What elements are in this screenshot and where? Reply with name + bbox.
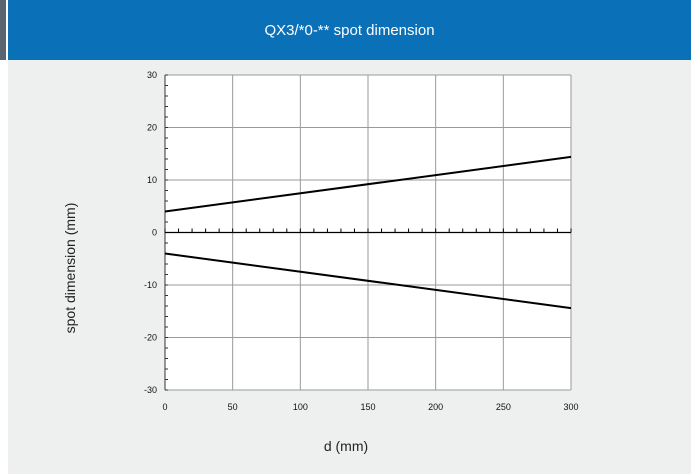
series-line-2 — [164, 252, 572, 310]
y-tick-label: -30 — [144, 385, 157, 395]
series-line-1 — [164, 155, 572, 213]
x-tick-label: 200 — [428, 402, 443, 412]
x-axis-label: d (mm) — [323, 438, 369, 454]
left-accent-bar — [0, 0, 6, 60]
y-tick-label: 20 — [147, 123, 157, 133]
x-tick-label: 250 — [496, 402, 511, 412]
y-axis-label: spot dimension (mm) — [62, 202, 78, 334]
chart-title: QX3/*0-** spot dimension — [264, 21, 435, 39]
chart-title-bar: QX3/*0-** spot dimension — [8, 0, 691, 60]
y-tick-label: -10 — [144, 280, 157, 290]
y-tick-label: -20 — [144, 333, 157, 343]
y-tick-label: 10 — [147, 175, 157, 185]
x-tick-label: 50 — [228, 402, 238, 412]
y-tick-label: 30 — [147, 70, 157, 80]
x-tick-label: 150 — [360, 402, 375, 412]
x-tick-label: 300 — [563, 402, 578, 412]
x-tick-label: 0 — [162, 402, 167, 412]
x-tick-label: 100 — [293, 402, 308, 412]
y-tick-label: 0 — [152, 228, 157, 238]
